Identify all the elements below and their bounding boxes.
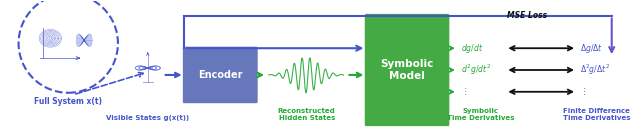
Text: Finite Difference
Time Derivatives: Finite Difference Time Derivatives [563,108,630,122]
Text: $\vdots$: $\vdots$ [580,86,586,97]
Text: Symbolic
Model: Symbolic Model [380,59,434,81]
FancyBboxPatch shape [364,14,450,126]
Text: Visible States g(x(t)): Visible States g(x(t)) [106,116,189,122]
Text: $dg/dt$: $dg/dt$ [461,42,483,55]
Text: MSE Loss: MSE Loss [508,11,547,20]
Text: Full System x(t): Full System x(t) [35,97,102,106]
Text: $\vdots$: $\vdots$ [461,86,467,97]
Text: $d^2g/dt^2$: $d^2g/dt^2$ [461,63,491,77]
Text: $\Delta g/\Delta t$: $\Delta g/\Delta t$ [580,42,603,55]
Text: Symbolic
Time Derivatives: Symbolic Time Derivatives [447,108,515,122]
Text: Encoder: Encoder [198,70,243,80]
Text: $\Delta^2 g/\Delta t^2$: $\Delta^2 g/\Delta t^2$ [580,63,610,77]
Text: Reconstructed
Hidden States: Reconstructed Hidden States [278,108,335,122]
FancyBboxPatch shape [182,46,258,104]
